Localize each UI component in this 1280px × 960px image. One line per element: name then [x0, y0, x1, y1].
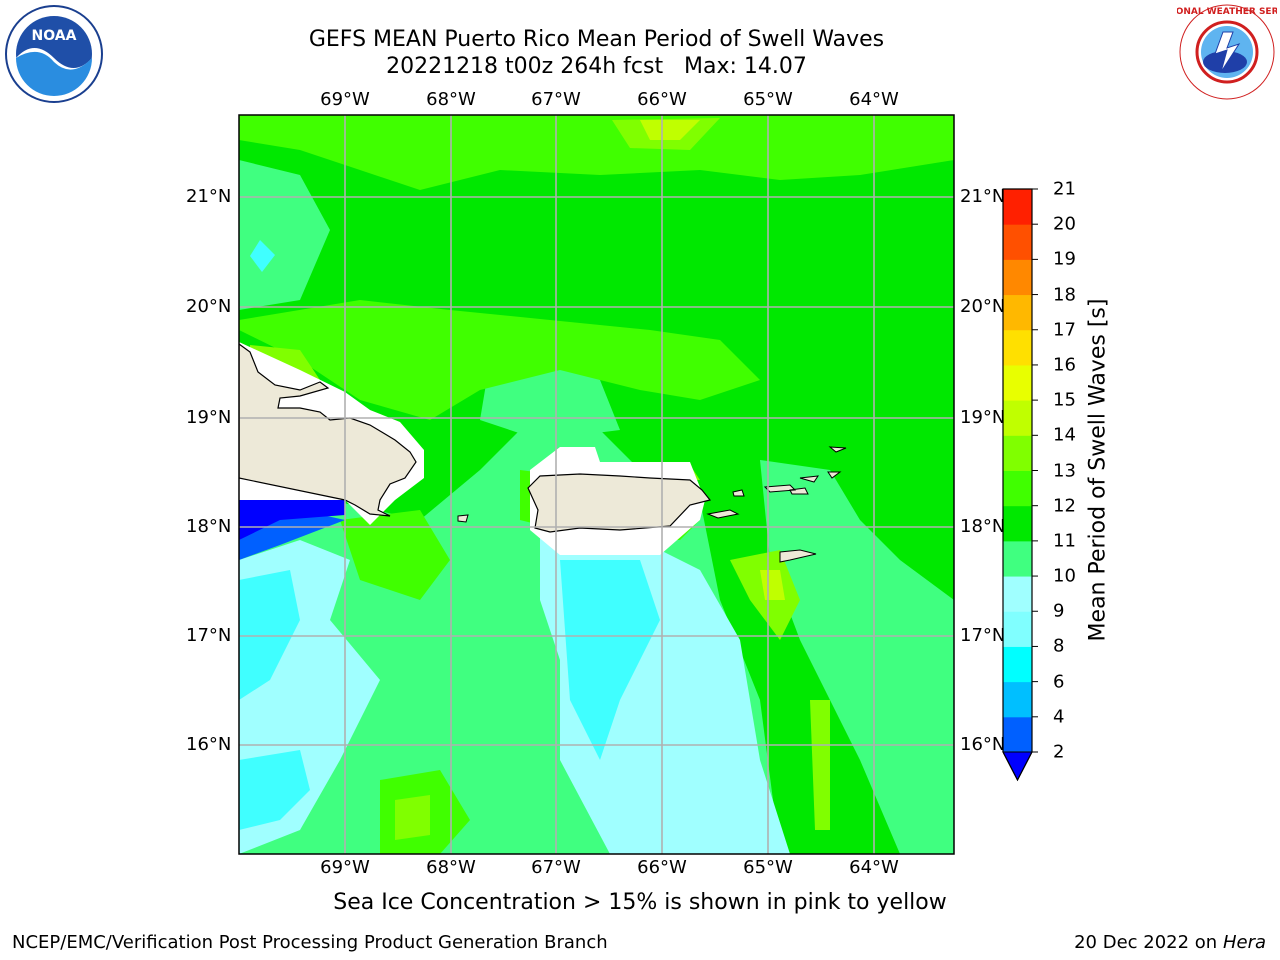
- noaa-logo-text: NOAA: [32, 28, 77, 44]
- colorbar-segment: [1003, 400, 1032, 436]
- colorbar-tick-label: 13: [1053, 460, 1076, 481]
- lat-label-left: 16°N: [186, 734, 232, 755]
- colorbar-tick-label: 15: [1053, 389, 1076, 411]
- chart-title-line1: GEFS MEAN Puerto Rico Mean Period of Swe…: [308, 27, 885, 52]
- colorbar-tick-label: 9: [1053, 600, 1065, 622]
- colorbar-tick-label: 18: [1053, 284, 1076, 306]
- colorbar: [1002, 188, 1038, 782]
- footer-date: 20 Dec 2022 on Hera: [1074, 932, 1266, 953]
- lat-label-right: 21°N: [960, 186, 1006, 207]
- colorbar-segment: [1003, 716, 1032, 753]
- colorbar-segment: [1003, 540, 1032, 577]
- colorbar-segment: [1003, 224, 1032, 260]
- lon-label-bottom: 65°W: [743, 857, 793, 878]
- colorbar-title: Mean Period of Swell Waves [s]: [1085, 298, 1111, 642]
- lat-label-left: 19°N: [186, 407, 232, 428]
- lat-label-left: 21°N: [186, 186, 232, 207]
- map-frame: [238, 114, 955, 855]
- lon-label-top: 68°W: [426, 89, 476, 110]
- lon-label-bottom: 67°W: [531, 857, 581, 878]
- lat-label-left: 18°N: [186, 516, 232, 537]
- colorbar-tick-label: 19: [1053, 248, 1076, 270]
- colorbar-tick-label: 11: [1053, 530, 1076, 552]
- land-puerto-rico: [527, 473, 712, 533]
- map-fill-layer: [239, 115, 954, 854]
- land-hispaniola: [239, 343, 417, 517]
- colorbar-tick-label: 4: [1053, 706, 1065, 728]
- lat-label-right: 18°N: [960, 516, 1006, 537]
- lat-label-right: 17°N: [960, 625, 1006, 646]
- nws-logo-text: NATIONAL WEATHER SERVICE: [1177, 7, 1277, 17]
- colorbar-tick-label: 6: [1053, 671, 1065, 693]
- lat-label-left: 17°N: [186, 625, 232, 646]
- noaa-logo: NOAA: [5, 5, 103, 103]
- colorbar-segment: [1003, 646, 1032, 683]
- colorbar-segment: [1003, 611, 1032, 647]
- lon-label-top: 66°W: [637, 89, 687, 110]
- colorbar-segment: [1003, 329, 1032, 366]
- colorbar-segment: [1003, 364, 1032, 401]
- colorbar-segment: [1003, 681, 1032, 718]
- colorbar-segment: [1003, 576, 1032, 612]
- colorbar-tick-label: 2: [1053, 741, 1065, 763]
- sea-ice-note: Sea Ice Concentration > 15% is shown in …: [333, 890, 947, 915]
- graticule: [239, 115, 954, 854]
- colorbar-frame: [1002, 188, 1033, 782]
- lat-label-right: 19°N: [960, 407, 1006, 428]
- lon-label-bottom: 64°W: [849, 857, 899, 878]
- colorbar-tick-label: 16: [1053, 354, 1076, 376]
- field-6-8: [239, 240, 660, 830]
- colorbar-segment: [1003, 189, 1032, 225]
- colorbar-tick-label: 12: [1053, 495, 1076, 517]
- colorbar-segment: [1003, 470, 1032, 507]
- lon-label-top: 69°W: [320, 89, 370, 110]
- footer-machine: Hera: [1222, 932, 1266, 953]
- lon-label-bottom: 69°W: [320, 857, 370, 878]
- footer-date-text: 20 Dec 2022 on: [1074, 932, 1218, 953]
- colorbar-segment: [1003, 505, 1032, 542]
- field-below-2: [239, 500, 345, 540]
- colorbar-tick-label: 21: [1053, 178, 1076, 200]
- lon-label-top: 64°W: [849, 89, 899, 110]
- chart-title-line2: 20221218 t00z 264h fcst Max: 14.07: [386, 54, 807, 79]
- colorbar-tick-label: 20: [1053, 213, 1076, 235]
- nws-logo: NATIONAL WEATHER SERVICE: [1177, 4, 1277, 100]
- colorbar-tick-label: 10: [1053, 565, 1076, 587]
- colorbar-segment: [1003, 259, 1032, 296]
- colorbar-segment: [1003, 294, 1032, 331]
- lat-label-left: 20°N: [186, 296, 232, 317]
- lat-label-right: 16°N: [960, 734, 1006, 755]
- land-islands: [457, 446, 847, 563]
- footer-branch: NCEP/EMC/Verification Post Processing Pr…: [12, 932, 608, 953]
- lon-label-bottom: 68°W: [426, 857, 476, 878]
- colorbar-extend-triangle: [1002, 751, 1033, 782]
- colorbar-segment: [1003, 435, 1032, 471]
- colorbar-tick-label: 17: [1053, 319, 1076, 341]
- lon-label-top: 67°W: [531, 89, 581, 110]
- lon-label-bottom: 66°W: [637, 857, 687, 878]
- colorbar-tick-label: 8: [1053, 635, 1065, 657]
- lon-label-top: 65°W: [743, 89, 793, 110]
- lat-label-right: 20°N: [960, 296, 1006, 317]
- colorbar-tick-label: 14: [1053, 424, 1076, 446]
